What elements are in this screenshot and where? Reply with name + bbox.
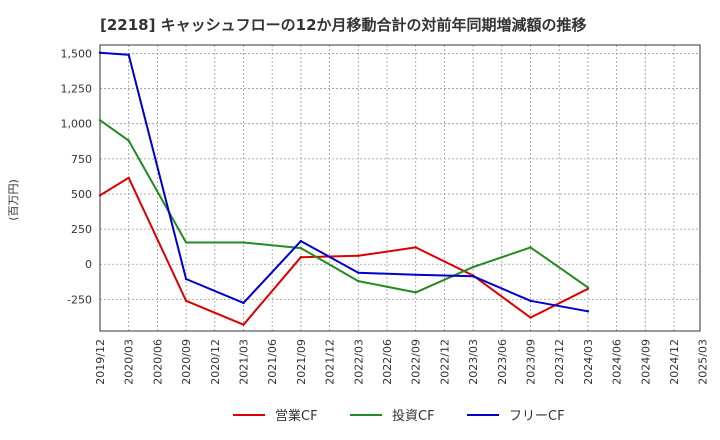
grid: [100, 45, 700, 331]
x-tick-label: 2020/12: [209, 339, 222, 385]
y-tick-label: 1,250: [61, 83, 93, 96]
data-point: [98, 194, 102, 197]
x-tick-label: 2022/06: [381, 339, 394, 385]
data-point: [471, 265, 475, 269]
legend-label: 営業CF: [275, 408, 318, 424]
x-tick-label: 2024/09: [639, 339, 652, 385]
data-point: [242, 241, 245, 244]
x-tick-label: 2021/12: [324, 339, 337, 385]
x-tick-label: 2020/03: [123, 339, 136, 385]
x-tick-label: 2025/03: [697, 339, 710, 385]
data-point: [98, 51, 102, 54]
x-tick-label: 2020/06: [151, 339, 164, 385]
x-tick-label: 2024/03: [582, 339, 595, 385]
data-point: [357, 271, 360, 274]
x-tick-label: 2023/03: [467, 339, 480, 385]
x-tick-label: 2022/09: [410, 339, 423, 385]
y-tick-label: 1,000: [61, 118, 93, 131]
y-tick-label: 250: [71, 223, 92, 236]
data-point: [357, 279, 360, 283]
series-line-3: [99, 51, 589, 313]
data-point: [299, 256, 303, 259]
y-tick-label: 500: [71, 188, 92, 201]
legend-label: フリーCF: [509, 409, 565, 424]
data-point: [127, 53, 130, 57]
x-tick-label: 2023/12: [553, 339, 566, 385]
data-point: [529, 246, 532, 249]
data-point: [529, 316, 532, 319]
data-point: [414, 246, 417, 249]
data-point: [357, 254, 360, 258]
x-tick-label: 2021/09: [295, 339, 308, 385]
legend: 営業CF 投資CF フリーCF: [233, 408, 565, 424]
data-point: [414, 291, 417, 294]
x-tick-label: 2021/06: [266, 339, 279, 385]
y-tick-label: -250: [67, 293, 92, 306]
plot-frame: [99, 44, 701, 332]
data-point: [414, 273, 417, 276]
chart-title: [2218] キャッシュフローの12か月移動合計の対前年同期増減額の推移: [100, 16, 587, 34]
axes: 2019/12 2020/03 2020/06 2020/09 2020/12 2021/…: [61, 44, 710, 385]
data-point: [242, 323, 245, 326]
x-tick-label: 2021/03: [238, 339, 251, 385]
x-tick-label: 2024/12: [668, 339, 681, 385]
series-line-2: [99, 119, 589, 294]
data-point: [127, 176, 130, 180]
data-point: [184, 299, 188, 302]
x-tick-label: 2022/12: [438, 339, 451, 385]
y-tick-label: 0: [85, 258, 92, 271]
data-point: [242, 301, 245, 305]
x-tick-label: 2020/09: [180, 339, 193, 385]
x-tick-label: 2023/09: [525, 339, 538, 385]
data-point: [586, 286, 590, 289]
series-line-1: [99, 176, 589, 326]
x-tick-label: 2022/03: [352, 339, 365, 385]
data-point: [127, 139, 130, 142]
x-tick-label: 2019/12: [94, 339, 107, 385]
x-tick-label: 2023/06: [496, 339, 509, 385]
data-point: [299, 239, 303, 243]
y-tick-label: 1,500: [61, 47, 93, 60]
x-tick-label: 2024/06: [611, 339, 624, 385]
data-point: [184, 241, 188, 244]
y-tick-label: 750: [71, 153, 92, 166]
y-axis-label: (百万円): [7, 179, 20, 221]
data-point: [98, 118, 102, 122]
data-point: [471, 274, 475, 278]
data-point: [299, 246, 303, 250]
data-point: [586, 310, 590, 313]
data-point: [529, 299, 532, 302]
legend-label: 投資CF: [392, 408, 435, 424]
series-lines: [98, 51, 590, 326]
data-point: [184, 277, 188, 281]
